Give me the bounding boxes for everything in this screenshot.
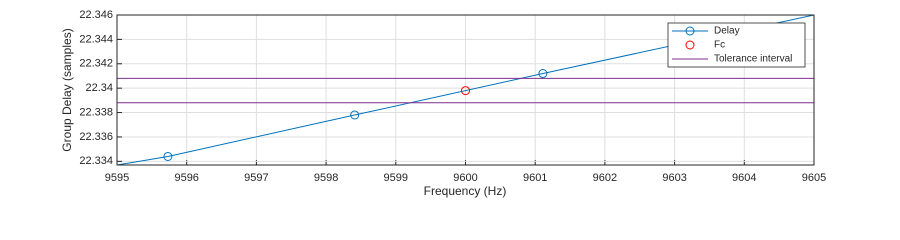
legend-label: Fc bbox=[714, 40, 725, 51]
x-tick-label: 9601 bbox=[523, 172, 547, 184]
marker bbox=[350, 110, 360, 120]
marker bbox=[163, 151, 173, 161]
y-tick-label: 22.336 bbox=[79, 131, 113, 143]
legend-label: Tolerance interval bbox=[714, 54, 792, 65]
legend-box bbox=[667, 22, 806, 68]
y-axis-label: Group Delay (samples) bbox=[60, 28, 74, 151]
x-tick-label: 9598 bbox=[314, 172, 338, 184]
x-tick-label: 9605 bbox=[802, 172, 826, 184]
y-tick-label: 22.346 bbox=[79, 9, 113, 21]
x-axis-label: Frequency (Hz) bbox=[424, 184, 507, 198]
x-tick-label: 9602 bbox=[593, 172, 617, 184]
legend-marker bbox=[685, 40, 695, 50]
marker bbox=[538, 69, 548, 79]
y-tick-label: 22.334 bbox=[79, 155, 113, 167]
x-tick-label: 9600 bbox=[453, 172, 477, 184]
y-tick-label: 22.342 bbox=[79, 58, 113, 70]
line bbox=[117, 15, 814, 165]
y-tick-label: 22.344 bbox=[79, 33, 113, 45]
legend-label: Delay bbox=[714, 26, 740, 37]
marker bbox=[461, 86, 470, 96]
x-tick-label: 9595 bbox=[105, 172, 129, 184]
y-tick-label: 22.34 bbox=[85, 82, 113, 94]
legend-marker bbox=[685, 26, 695, 36]
x-tick-label: 9604 bbox=[732, 172, 756, 184]
axes-box bbox=[116, 14, 815, 166]
x-tick-label: 9603 bbox=[662, 172, 686, 184]
x-tick-label: 9599 bbox=[384, 172, 408, 184]
chart: Frequency (Hz) Group Delay (samples) 959… bbox=[60, 9, 826, 198]
x-tick-label: 9596 bbox=[174, 172, 198, 184]
y-tick-label: 22.338 bbox=[79, 106, 113, 118]
x-tick-label: 9597 bbox=[244, 172, 268, 184]
